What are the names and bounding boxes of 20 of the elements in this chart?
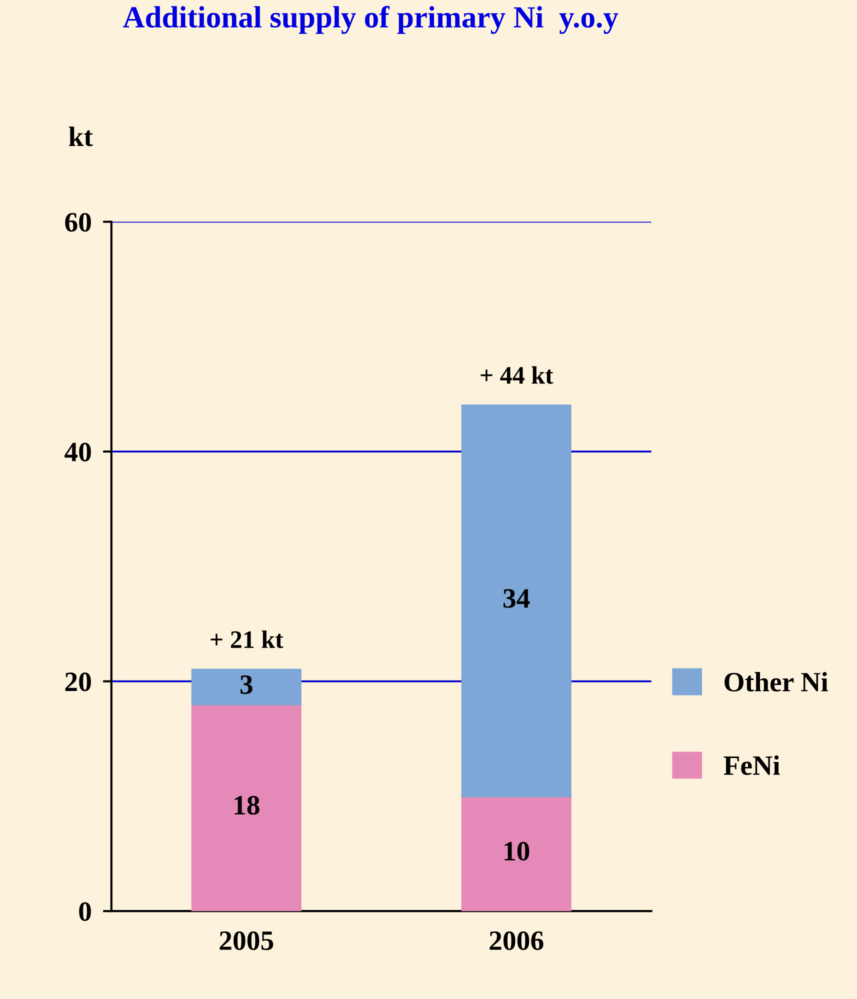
data-label: 34 bbox=[504, 589, 530, 608]
bar bbox=[191, 668, 302, 706]
y-tick-label: 20 bbox=[65, 672, 91, 692]
data-label: 3 bbox=[240, 675, 252, 694]
bar bbox=[461, 404, 572, 798]
y-axis-title: kt bbox=[68, 126, 93, 146]
y-tick-label: 60 bbox=[65, 212, 91, 232]
data-label: 18 bbox=[234, 796, 260, 815]
y-tick-label: 40 bbox=[64, 442, 91, 462]
chart-title: Additional supply of primary Ni y.o.y bbox=[122, 6, 618, 34]
legend-label: Other Ni bbox=[724, 672, 828, 692]
data-label: 10 bbox=[504, 842, 530, 861]
bar bbox=[461, 795, 572, 912]
legend-label: FeNi bbox=[724, 755, 780, 775]
x-tick-label: 2005 bbox=[220, 931, 274, 950]
bar bbox=[191, 703, 302, 912]
y-tick-label: 0 bbox=[79, 902, 91, 921]
x-tick-label: 2006 bbox=[490, 931, 544, 950]
total-label: + 44 kt bbox=[480, 366, 554, 384]
total-label: + 21 kt bbox=[210, 630, 284, 648]
